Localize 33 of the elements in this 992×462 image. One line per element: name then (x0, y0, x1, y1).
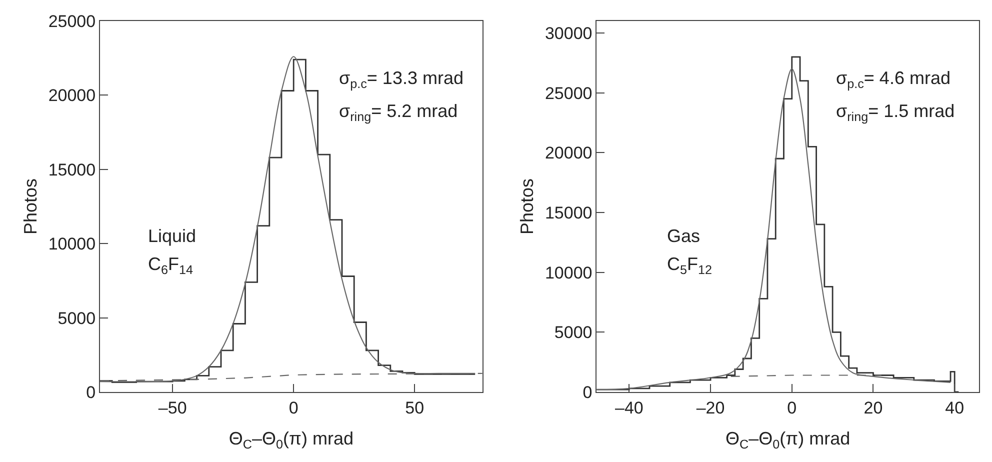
annotation: σ$_{p.c}$= 4.6 mrad (836, 68, 950, 91)
y-tick-label: 10000 (544, 263, 592, 282)
x-tick-label: 0 (288, 398, 298, 418)
x-tick-label: –20 (696, 398, 725, 418)
y-tick-label: 0 (582, 382, 592, 402)
y-tick-label: 20000 (544, 144, 592, 163)
y-tick-label: 0 (86, 382, 96, 402)
y-tick-label: 25000 (48, 12, 96, 31)
x-axis-title: Θ$_{C}$–Θ$_{0}$(π) mrad (228, 428, 354, 452)
x-tick-label: 0 (787, 398, 797, 418)
annotation: Liquid (148, 226, 196, 246)
annotation: C$_{6}$F$_{14}$ (148, 254, 194, 277)
annotation: Gas (667, 226, 700, 246)
x-tick-label: –40 (614, 398, 644, 418)
y-tick-label: 25000 (544, 84, 592, 103)
x-tick-label: –50 (158, 398, 187, 418)
y-tick-label: 5000 (554, 323, 592, 342)
x-axis-title: Θ$_{C}$–Θ$_{0}$(π) mrad (726, 428, 850, 452)
y-axis-title: Photos (20, 178, 41, 235)
annotation: σ$_{ring}$= 5.2 mrad (339, 101, 458, 124)
y-tick-label: 10000 (48, 234, 96, 254)
y-tick-label: 5000 (58, 308, 96, 328)
x-tick-label: 20 (864, 398, 883, 418)
annotation: C$_{5}$F$_{12}$ (667, 254, 712, 277)
y-tick-label: 15000 (48, 160, 96, 180)
y-tick-label: 15000 (544, 203, 592, 222)
y-tick-label: 20000 (48, 86, 96, 106)
x-tick-label: 40 (945, 398, 964, 418)
annotation: σ$_{p.c}$= 13.3 mrad (339, 68, 464, 91)
x-tick-label: 50 (405, 398, 424, 418)
y-tick-label: 30000 (544, 24, 592, 43)
y-axis-title: Photos (517, 178, 538, 235)
annotation: σ$_{ring}$= 1.5 mrad (836, 101, 955, 124)
